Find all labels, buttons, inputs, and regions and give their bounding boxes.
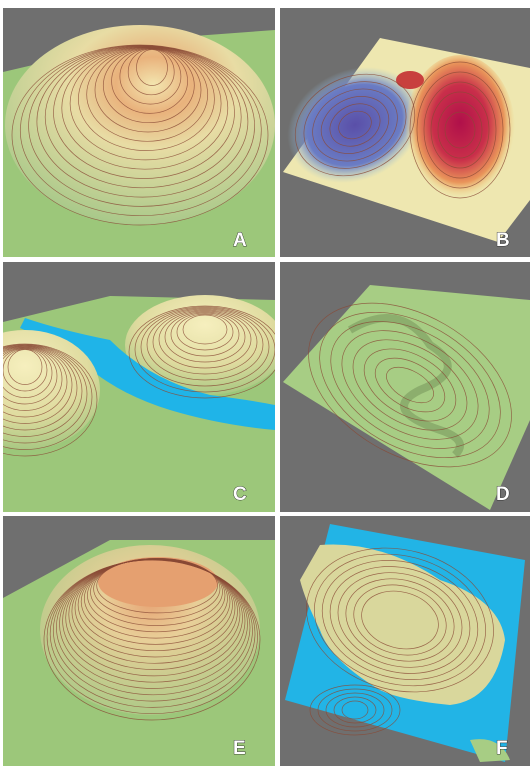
panel-label: A (233, 230, 247, 251)
ridge (347, 314, 464, 458)
contour-line (333, 696, 377, 724)
panel-e: E (3, 516, 275, 766)
high-region (405, 55, 515, 205)
contour-line (319, 311, 501, 459)
contour-line (338, 110, 372, 140)
contour-line (3, 346, 73, 424)
panel-c: C (3, 262, 275, 512)
contour-line (136, 49, 168, 86)
contour-line (374, 357, 446, 413)
contour-line (363, 348, 457, 422)
contour-line (353, 584, 447, 656)
hill (5, 25, 275, 225)
contour-line (294, 73, 416, 177)
contour-line (170, 312, 240, 357)
contour-line (140, 307, 270, 387)
contour-line (3, 343, 98, 457)
contour-line (437, 101, 483, 159)
contour-line (3, 348, 48, 392)
land (470, 739, 510, 762)
panel-label: E (233, 738, 246, 759)
contour-line (176, 313, 234, 351)
contours (306, 547, 494, 736)
contour-line (416, 71, 504, 189)
contour-line (146, 308, 264, 381)
contour-line (3, 347, 63, 411)
contour-line (430, 91, 490, 169)
contours (11, 44, 269, 226)
contour-line (352, 339, 468, 431)
contours (308, 302, 512, 468)
contour-line (341, 700, 369, 720)
contour-line (3, 345, 83, 437)
contour-line (3, 347, 58, 405)
panel-f: F (280, 516, 530, 766)
contour-line (306, 547, 494, 693)
contour-line (308, 302, 512, 468)
low-region (287, 67, 423, 183)
contour-line (3, 344, 93, 450)
contour-line (386, 366, 434, 404)
contour-line (309, 684, 401, 736)
contour-line (164, 311, 246, 363)
contour-line (134, 306, 275, 393)
peak-spot (396, 71, 424, 89)
contour-line (303, 81, 407, 169)
contours (43, 557, 261, 721)
panel-label: B (496, 230, 510, 251)
contour-line (96, 557, 218, 614)
contour-line (7, 349, 43, 385)
contour-line (3, 344, 88, 444)
contour-line (361, 590, 439, 650)
contour-line (317, 688, 393, 732)
contour-line (3, 346, 68, 418)
contour-line (321, 560, 479, 680)
contour-line (312, 88, 398, 162)
contour-line (3, 348, 53, 398)
contour-line (341, 330, 479, 440)
panel-label: D (496, 484, 510, 505)
contour-line (182, 314, 228, 345)
panel-a: A (3, 8, 275, 257)
panel-b: B (280, 8, 530, 257)
contour-line (329, 103, 381, 147)
contours (3, 305, 275, 457)
panel-d: D (280, 262, 530, 512)
contour-line (320, 96, 390, 154)
contour-line (444, 111, 476, 149)
panel-label: C (233, 484, 247, 505)
panel-label: F (496, 738, 508, 759)
contour-line (313, 553, 487, 687)
contour-line (337, 572, 463, 668)
contour-line (330, 321, 490, 449)
contours (294, 61, 511, 199)
contour-line (409, 61, 511, 199)
contour-line (158, 310, 252, 369)
contour-line (345, 578, 455, 662)
contour-line (128, 305, 275, 399)
contour-line (325, 692, 385, 728)
contour-line (329, 566, 471, 674)
contour-line (423, 81, 497, 179)
plateau (98, 557, 218, 607)
contour-line (152, 309, 258, 375)
contour-line (3, 345, 78, 431)
